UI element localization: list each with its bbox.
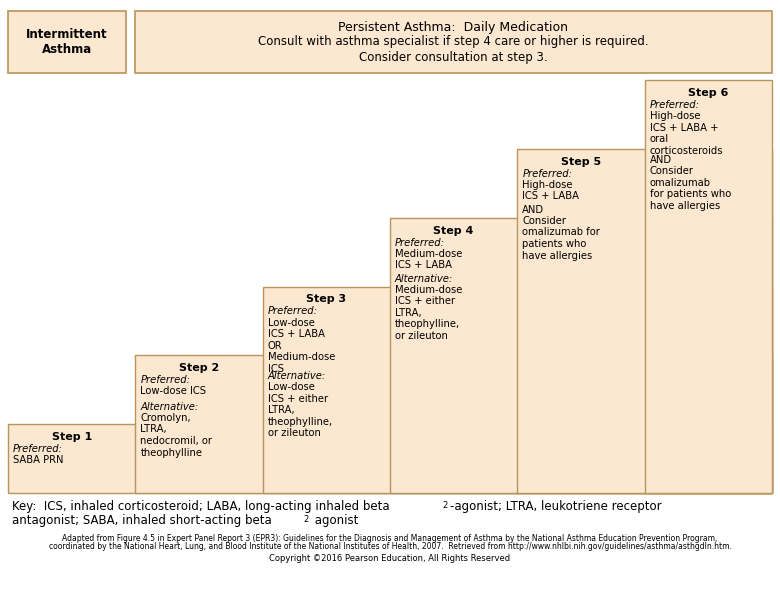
Text: Preferred:: Preferred:	[140, 376, 190, 385]
Text: 2: 2	[303, 515, 308, 524]
Text: Low-dose ICS: Low-dose ICS	[140, 386, 207, 397]
Text: Low-dose
ICS + LABA
OR
Medium-dose
ICS: Low-dose ICS + LABA OR Medium-dose ICS	[268, 317, 335, 374]
Text: Step 1: Step 1	[51, 432, 92, 442]
Text: agonist: agonist	[311, 514, 358, 527]
Text: Step 4: Step 4	[434, 226, 474, 236]
Text: antagonist; SABA, inhaled short-acting beta: antagonist; SABA, inhaled short-acting b…	[12, 514, 271, 527]
Text: SABA PRN: SABA PRN	[13, 455, 63, 465]
Text: Alternative:: Alternative:	[395, 274, 453, 284]
FancyBboxPatch shape	[644, 80, 772, 493]
Text: Adapted from Figure 4.5 in Expert Panel Report 3 (EPR3): Guidelines for the Diag: Adapted from Figure 4.5 in Expert Panel …	[62, 534, 718, 543]
FancyBboxPatch shape	[517, 149, 772, 493]
Text: Preferred:: Preferred:	[268, 307, 317, 317]
Text: AND: AND	[523, 205, 544, 215]
Text: Step 5: Step 5	[561, 157, 601, 167]
Text: Persistent Asthma:  Daily Medication: Persistent Asthma: Daily Medication	[339, 20, 569, 34]
Text: Medium-dose
ICS + LABA: Medium-dose ICS + LABA	[395, 248, 463, 270]
Text: Medium-dose
ICS + either
LTRA,
theophylline,
or zileuton: Medium-dose ICS + either LTRA, theophyll…	[395, 284, 463, 341]
FancyBboxPatch shape	[390, 218, 772, 493]
Text: Alternative:: Alternative:	[140, 402, 199, 412]
Text: Intermittent
Asthma: Intermittent Asthma	[27, 28, 108, 56]
Text: Cromolyn,
LTRA,
nedocromil, or
theophylline: Cromolyn, LTRA, nedocromil, or theophyll…	[140, 413, 212, 458]
FancyBboxPatch shape	[8, 11, 126, 73]
Text: -agonist; LTRA, leukotriene receptor: -agonist; LTRA, leukotriene receptor	[450, 500, 661, 513]
FancyBboxPatch shape	[8, 424, 772, 493]
Text: Preferred:: Preferred:	[395, 238, 445, 248]
FancyBboxPatch shape	[136, 355, 772, 493]
Text: Alternative:: Alternative:	[268, 371, 326, 381]
Text: Step 3: Step 3	[307, 295, 346, 304]
FancyBboxPatch shape	[263, 286, 772, 493]
Text: 2: 2	[442, 501, 447, 510]
Text: High-dose
ICS + LABA +
oral
corticosteroids: High-dose ICS + LABA + oral corticostero…	[650, 111, 723, 156]
Text: Preferred:: Preferred:	[650, 100, 700, 110]
Text: Preferred:: Preferred:	[523, 169, 573, 179]
Text: Key:  ICS, inhaled corticosteroid; LABA, long-acting inhaled beta: Key: ICS, inhaled corticosteroid; LABA, …	[12, 500, 390, 513]
Text: Consider
omalizumab
for patients who
have allergies: Consider omalizumab for patients who hav…	[650, 166, 731, 211]
Text: Low-dose
ICS + either
LTRA,
theophylline,
or zileuton: Low-dose ICS + either LTRA, theophylline…	[268, 382, 333, 439]
Text: High-dose
ICS + LABA: High-dose ICS + LABA	[523, 180, 580, 202]
Text: Consult with asthma specialist if step 4 care or higher is required.: Consult with asthma specialist if step 4…	[258, 35, 649, 49]
Text: Step 2: Step 2	[179, 364, 219, 373]
Text: Consider
omalizumab for
patients who
have allergies: Consider omalizumab for patients who hav…	[523, 216, 600, 260]
Text: Consider consultation at step 3.: Consider consultation at step 3.	[359, 50, 548, 64]
Text: Copyright ©2016 Pearson Education, All Rights Reserved: Copyright ©2016 Pearson Education, All R…	[269, 554, 511, 563]
Text: coordinated by the National Heart, Lung, and Blood Institute of the National Ins: coordinated by the National Heart, Lung,…	[48, 542, 732, 551]
Text: AND: AND	[650, 155, 672, 165]
Text: Preferred:: Preferred:	[13, 444, 63, 454]
Text: Step 6: Step 6	[688, 88, 729, 98]
FancyBboxPatch shape	[135, 11, 772, 73]
